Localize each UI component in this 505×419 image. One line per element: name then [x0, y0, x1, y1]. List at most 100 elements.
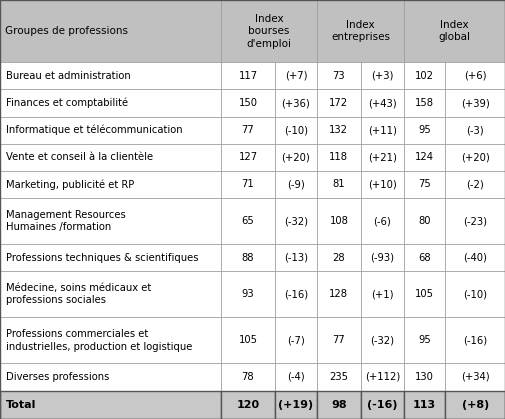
- Bar: [275, 62, 317, 90]
- Text: Total: Total: [6, 400, 36, 410]
- Bar: [275, 391, 317, 419]
- Text: 124: 124: [415, 152, 434, 162]
- Bar: [445, 391, 505, 419]
- Bar: [317, 271, 361, 317]
- Bar: [404, 144, 445, 171]
- Text: (-10): (-10): [463, 289, 487, 299]
- Text: 117: 117: [238, 71, 258, 81]
- Text: Groupes de professions: Groupes de professions: [5, 26, 128, 36]
- Text: 105: 105: [238, 335, 258, 345]
- Bar: [445, 363, 505, 391]
- Bar: [317, 244, 361, 271]
- Text: 77: 77: [332, 335, 345, 345]
- Text: (-32): (-32): [284, 216, 308, 226]
- Text: 150: 150: [238, 98, 258, 108]
- Text: 88: 88: [242, 253, 254, 263]
- Text: (-6): (-6): [373, 216, 391, 226]
- Text: 81: 81: [333, 179, 345, 189]
- Bar: [317, 198, 361, 244]
- Bar: [361, 90, 404, 116]
- Bar: [0, 244, 221, 271]
- Bar: [361, 363, 404, 391]
- Text: 130: 130: [415, 372, 434, 382]
- Text: (+3): (+3): [371, 71, 393, 81]
- Text: (+43): (+43): [368, 98, 396, 108]
- Bar: [0, 317, 221, 363]
- Bar: [361, 317, 404, 363]
- Text: (+20): (+20): [461, 152, 489, 162]
- Text: (+34): (+34): [461, 372, 489, 382]
- Text: Professions techniques & scientifiques: Professions techniques & scientifiques: [6, 253, 198, 263]
- Bar: [445, 90, 505, 116]
- Bar: [275, 116, 317, 144]
- Bar: [317, 317, 361, 363]
- Bar: [0, 198, 221, 244]
- Text: 118: 118: [329, 152, 348, 162]
- Bar: [445, 62, 505, 90]
- Bar: [445, 198, 505, 244]
- Bar: [445, 317, 505, 363]
- Text: (+8): (+8): [462, 400, 489, 410]
- Text: 77: 77: [241, 125, 255, 135]
- Bar: [0, 0, 221, 62]
- Bar: [221, 271, 275, 317]
- Text: 95: 95: [418, 335, 431, 345]
- Bar: [404, 244, 445, 271]
- Text: 127: 127: [238, 152, 258, 162]
- Text: 68: 68: [418, 253, 431, 263]
- Bar: [221, 317, 275, 363]
- Text: (+7): (+7): [285, 71, 307, 81]
- Text: 158: 158: [415, 98, 434, 108]
- Text: 172: 172: [329, 98, 348, 108]
- Bar: [317, 0, 404, 62]
- Bar: [221, 90, 275, 116]
- Bar: [317, 90, 361, 116]
- Bar: [317, 144, 361, 171]
- Bar: [404, 62, 445, 90]
- Bar: [317, 363, 361, 391]
- Bar: [361, 171, 404, 198]
- Text: 132: 132: [329, 125, 348, 135]
- Bar: [221, 0, 317, 62]
- Text: 93: 93: [241, 289, 254, 299]
- Text: (-9): (-9): [287, 179, 305, 189]
- Text: (+21): (+21): [368, 152, 397, 162]
- Bar: [0, 363, 221, 391]
- Text: (+36): (+36): [282, 98, 310, 108]
- Text: (-3): (-3): [467, 125, 484, 135]
- Bar: [404, 317, 445, 363]
- Bar: [221, 391, 275, 419]
- Text: 235: 235: [329, 372, 348, 382]
- Bar: [361, 271, 404, 317]
- Bar: [404, 0, 505, 62]
- Bar: [221, 171, 275, 198]
- Text: (+19): (+19): [278, 400, 314, 410]
- Text: 71: 71: [241, 179, 255, 189]
- Bar: [404, 391, 445, 419]
- Bar: [0, 144, 221, 171]
- Text: Informatique et télécommunication: Informatique et télécommunication: [6, 125, 183, 135]
- Bar: [275, 198, 317, 244]
- Text: (-23): (-23): [463, 216, 487, 226]
- Text: 28: 28: [333, 253, 345, 263]
- Text: 65: 65: [241, 216, 255, 226]
- Text: (-32): (-32): [370, 335, 394, 345]
- Bar: [361, 391, 404, 419]
- Bar: [361, 144, 404, 171]
- Bar: [221, 116, 275, 144]
- Bar: [0, 116, 221, 144]
- Bar: [0, 391, 221, 419]
- Bar: [445, 244, 505, 271]
- Bar: [404, 116, 445, 144]
- Text: 95: 95: [418, 125, 431, 135]
- Bar: [0, 90, 221, 116]
- Text: (-40): (-40): [463, 253, 487, 263]
- Bar: [445, 116, 505, 144]
- Text: 120: 120: [236, 400, 260, 410]
- Bar: [0, 62, 221, 90]
- Bar: [221, 244, 275, 271]
- Bar: [275, 363, 317, 391]
- Text: (-93): (-93): [370, 253, 394, 263]
- Bar: [404, 198, 445, 244]
- Text: 105: 105: [415, 289, 434, 299]
